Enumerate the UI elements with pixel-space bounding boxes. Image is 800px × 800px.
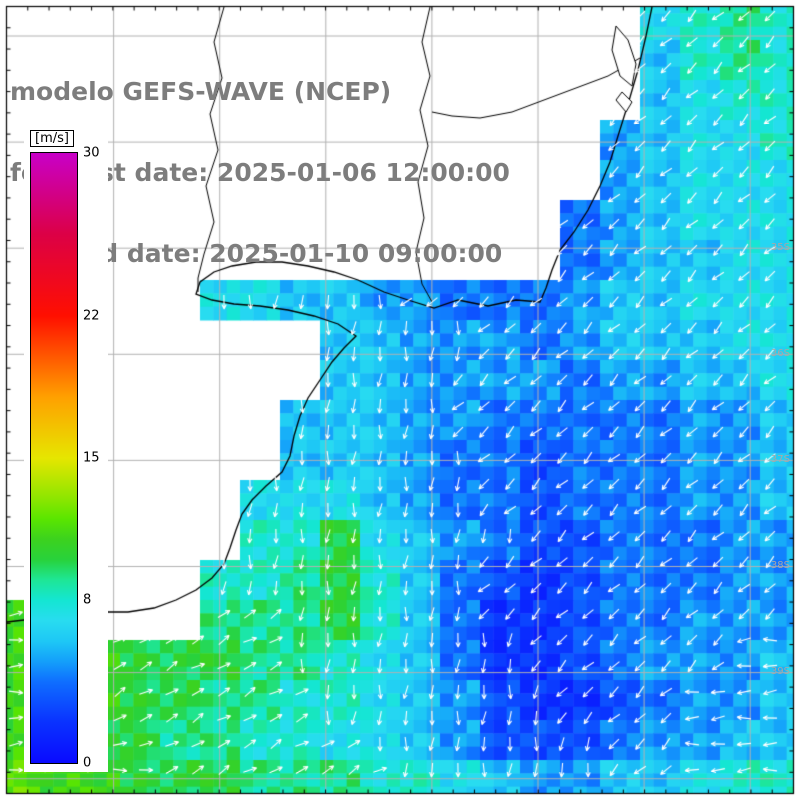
colorbar-tick-label: 0 — [83, 755, 92, 771]
colorbar-tick-label: 8 — [83, 592, 92, 608]
colorbar-tick-label: 15 — [83, 450, 100, 466]
colorbar-tick-label: 22 — [83, 308, 100, 324]
latitude-label: 37S — [770, 454, 790, 465]
colorbar: [m/s] 30 22 15 8 0 — [24, 124, 108, 772]
latitude-label: 35S — [770, 242, 790, 253]
colorbar-gradient: 30 22 15 8 0 — [30, 146, 100, 771]
latitude-label: 36S — [770, 348, 790, 359]
colorbar-tick-label: 30 — [83, 145, 100, 161]
colorbar-unit-label: [m/s] — [30, 130, 74, 147]
latitude-label: 39S — [770, 666, 790, 677]
latitude-label: 38S — [770, 560, 790, 571]
model-title: modelo GEFS-WAVE (NCEP) — [10, 77, 392, 106]
